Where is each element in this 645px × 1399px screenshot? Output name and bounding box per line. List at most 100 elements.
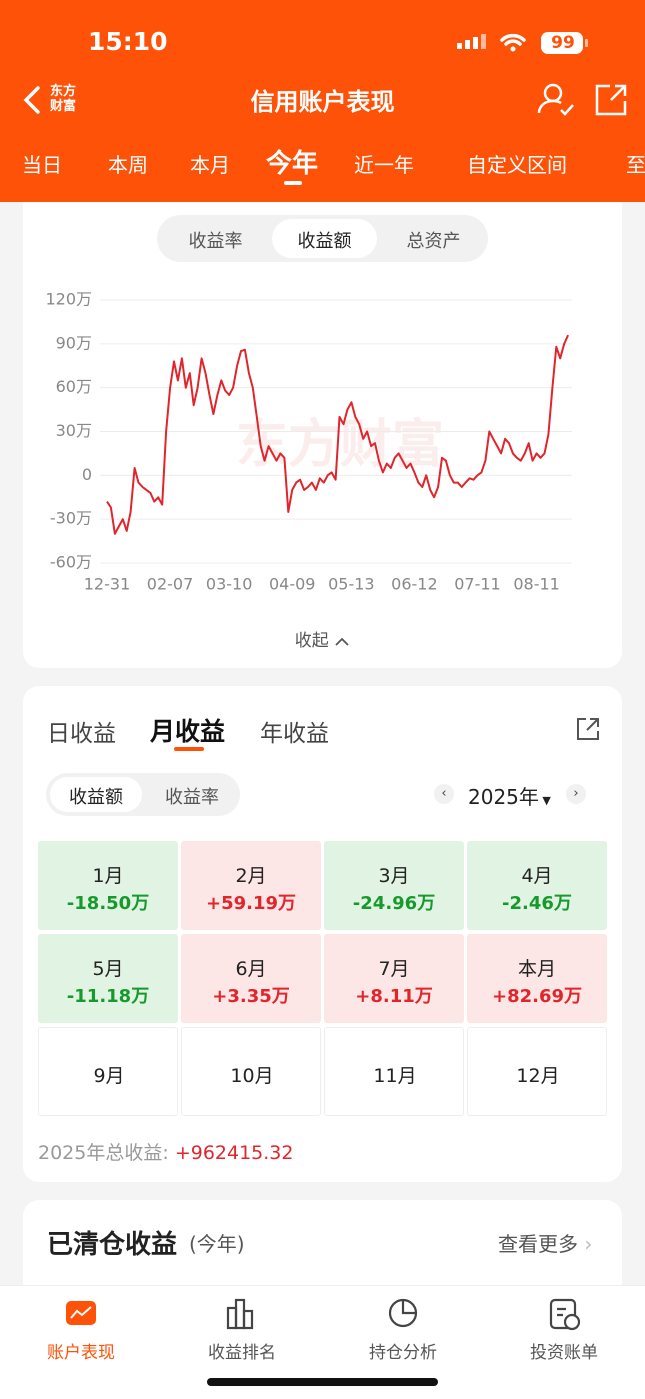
tab-label[interactable]: 账户表现: [47, 1343, 115, 1363]
tab-label[interactable]: 投资账单: [530, 1343, 598, 1363]
metric-option[interactable]: 收益额: [297, 231, 352, 252]
month-cell[interactable]: 7月 +8.11万: [324, 934, 464, 1023]
month-value: -24.96万: [352, 893, 436, 914]
month-cell[interactable]: 9月: [38, 1027, 178, 1116]
tab-icons: [66, 1298, 581, 1331]
x-tick-label: 07-11: [454, 575, 501, 594]
month-value: +8.11万: [355, 986, 433, 1007]
income-tab[interactable]: 年收益: [260, 721, 329, 747]
header: 15:10 99 东方财富 信用账户表现 当日 本周 本月 今年 近一年 自定义区间 至: [0, 0, 645, 202]
month-label: 10月: [230, 1065, 274, 1087]
metric-option[interactable]: 总资产: [406, 231, 461, 252]
month-cell[interactable]: 5月 -11.18万: [38, 934, 178, 1023]
period-tab[interactable]: 本月: [190, 153, 230, 177]
collapse-label[interactable]: 收起: [294, 631, 329, 651]
total-value: +962415.32: [174, 1142, 294, 1164]
y-tick-label: -30万: [50, 509, 92, 528]
month-value: +82.69万: [491, 986, 583, 1007]
month-label: 2月: [235, 865, 267, 887]
x-tick-label: 08-11: [513, 575, 560, 594]
y-tick-label: 90万: [56, 333, 92, 352]
back-button[interactable]: [18, 84, 48, 116]
month-label: 12月: [516, 1065, 560, 1087]
month-label: 3月: [378, 865, 410, 887]
period-tab[interactable]: 今年: [266, 149, 319, 179]
cleared-title: 已清仓收益: [47, 1230, 178, 1260]
total-income: 2025年总收益: +962415.32: [38, 1138, 293, 1165]
series-line: [106, 334, 570, 535]
x-tick-label: 02-07: [147, 575, 194, 594]
x-tick-label: 04-09: [269, 575, 316, 594]
month-cell[interactable]: 10月: [181, 1027, 321, 1116]
x-tick-label: 06-12: [391, 575, 438, 594]
nav-icons[interactable]: [535, 80, 635, 120]
month-cell[interactable]: 3月 -24.96万: [324, 841, 464, 930]
period-tab[interactable]: 至: [626, 153, 645, 177]
month-cell[interactable]: 11月: [324, 1027, 464, 1116]
year-select[interactable]: 2025年 ▼: [468, 785, 551, 809]
month-cell[interactable]: 12月: [467, 1027, 607, 1116]
prev-year[interactable]: ‹: [434, 784, 454, 804]
tab-bar: 账户表现 收益排名 持仓分析 投资账单: [0, 1285, 645, 1399]
toggle-active-bg: [272, 219, 377, 258]
month-value: -11.18万: [66, 986, 150, 1007]
month-value: -18.50万: [66, 893, 150, 914]
month-cell[interactable]: 2月 +59.19万: [181, 841, 321, 930]
home-indicator: [207, 1378, 438, 1386]
income-toggle-option[interactable]: 收益额: [69, 787, 123, 808]
month-label: 本月: [517, 958, 556, 980]
battery-level: 99: [551, 33, 575, 53]
y-tick-label: -60万: [50, 553, 92, 572]
income-card: 日收益 月收益 年收益 收益额 收益率 ‹ 2025年 ▼ › 1月 -18.50万 2月…: [23, 686, 622, 1182]
collapse-button[interactable]: 收起: [23, 626, 622, 651]
collapse-icon: [335, 637, 349, 646]
income-tab[interactable]: 月收益: [150, 717, 226, 746]
period-tab[interactable]: 本周: [108, 153, 148, 177]
see-more[interactable]: 查看更多 ›: [498, 1232, 593, 1256]
month-cell[interactable]: 6月 +3.35万: [181, 934, 321, 1023]
month-label: 9月: [93, 1065, 125, 1087]
toggle-active-bg: [50, 777, 142, 812]
active-indicator: [284, 181, 302, 185]
y-tick-label: 60万: [56, 377, 92, 396]
clock: 15:10: [88, 27, 168, 56]
month-cell[interactable]: 4月 -2.46万: [467, 841, 607, 930]
month-value: +59.19万: [205, 893, 297, 914]
month-label: 5月: [92, 958, 124, 980]
period-tab[interactable]: 近一年: [354, 153, 414, 177]
page-title: 信用账户表现: [250, 88, 395, 116]
period-tab[interactable]: 当日: [22, 153, 62, 177]
month-cell[interactable]: 本月 +82.69万: [467, 934, 607, 1023]
month-value: -2.46万: [502, 893, 572, 914]
month-label: 4月: [521, 865, 553, 887]
income-toggle-option[interactable]: 收益率: [165, 787, 219, 808]
chart-card: 收益率 收益额 总资产 收起: [23, 190, 622, 668]
tab-label[interactable]: 持仓分析: [369, 1343, 437, 1363]
income-tab[interactable]: 日收益: [47, 721, 116, 747]
month-cell[interactable]: 1月 -18.50万: [38, 841, 178, 930]
year-label[interactable]: 2025年: [468, 785, 539, 809]
logo: 东方财富: [50, 84, 77, 114]
x-tick-label: 05-13: [328, 575, 375, 594]
month-label: 11月: [373, 1065, 417, 1087]
share-icon[interactable]: [575, 716, 601, 742]
status-icons: [457, 32, 588, 54]
next-year[interactable]: ›: [566, 784, 586, 804]
month-label: 7月: [378, 958, 410, 980]
metric-option[interactable]: 收益率: [188, 231, 243, 252]
total-label: 2025年总收益:: [38, 1142, 169, 1164]
y-tick-label: 120万: [45, 290, 92, 309]
month-label: 6月: [235, 958, 267, 980]
see-more-label[interactable]: 查看更多: [498, 1232, 578, 1256]
y-tick-label: 30万: [56, 421, 92, 440]
month-value: +3.35万: [212, 986, 290, 1007]
tab-label[interactable]: 收益排名: [208, 1343, 276, 1363]
period-tab[interactable]: 自定义区间: [467, 153, 567, 177]
x-tick-label: 03-10: [206, 575, 253, 594]
month-label: 1月: [92, 865, 124, 887]
cleared-subtitle: (今年): [189, 1232, 245, 1256]
active-indicator: [174, 747, 204, 751]
